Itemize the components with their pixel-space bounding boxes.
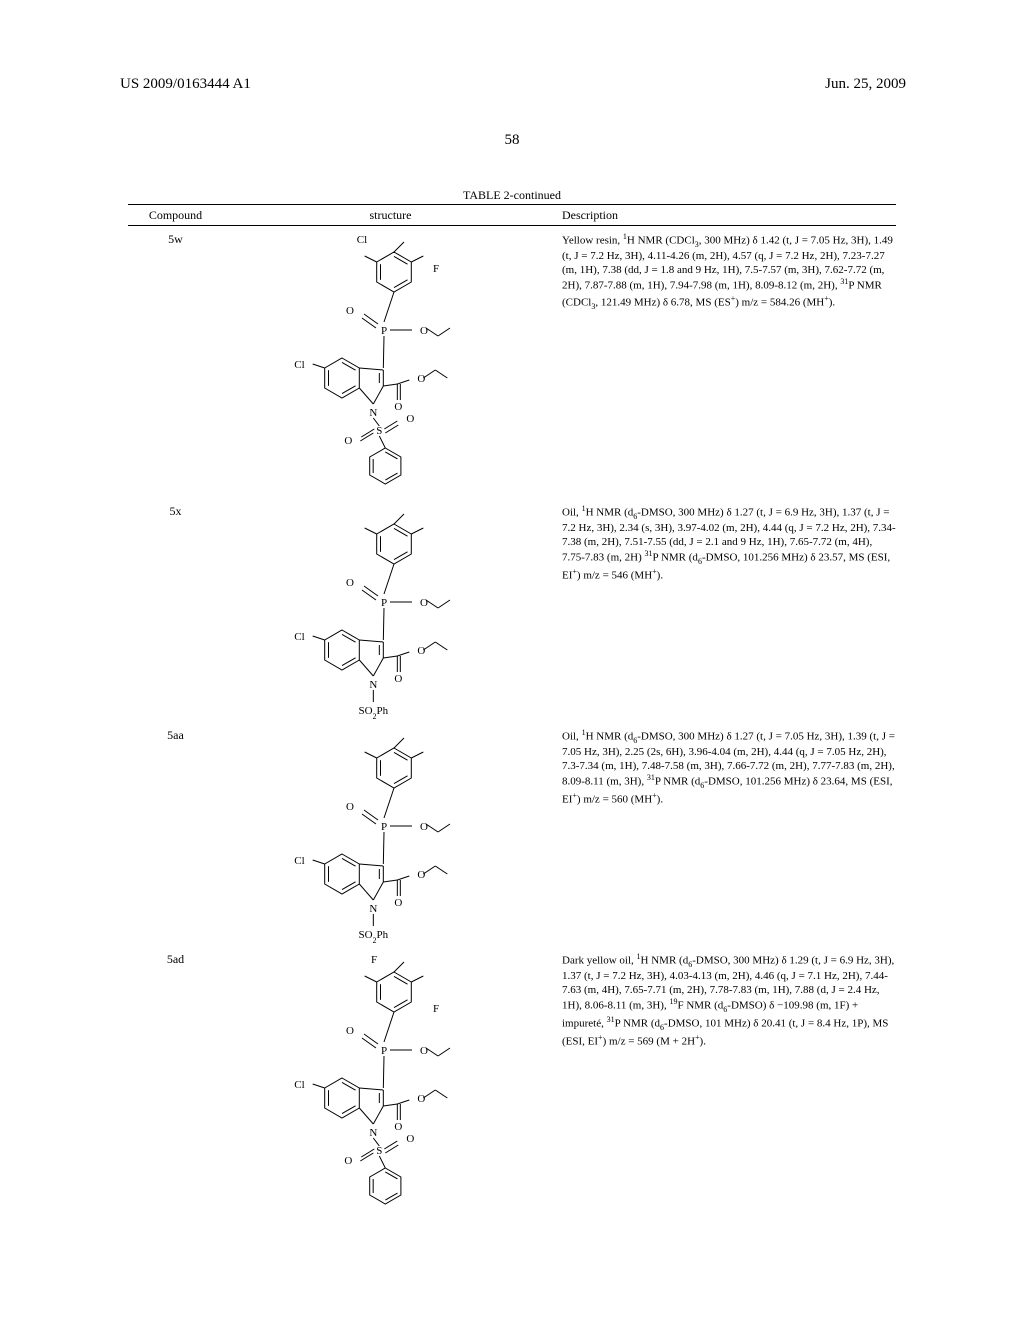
svg-text:O: O: [394, 673, 402, 685]
table-rows: 5wClFPOOClNOOSOOYellow resin, 1H NMR (CD…: [128, 226, 896, 1218]
svg-text:O: O: [420, 821, 428, 833]
svg-text:O: O: [346, 305, 354, 317]
svg-text:P: P: [380, 325, 386, 337]
svg-text:S: S: [376, 1145, 382, 1157]
svg-text:O: O: [394, 1121, 402, 1133]
svg-text:O: O: [417, 1093, 425, 1105]
publication-date: Jun. 25, 2009: [825, 76, 906, 93]
svg-text:Cl: Cl: [294, 1079, 304, 1091]
table-row: 5x P O O Cl N O O SO2Ph Oil, 1H NMR (d6-DMSO, 300…: [128, 498, 896, 722]
svg-text:Cl: Cl: [294, 631, 304, 643]
col-header-structure: structure: [223, 208, 558, 223]
svg-text:O: O: [406, 1133, 414, 1145]
description-cell: Dark yellow oil, 1H NMR (d6-DMSO, 300 MH…: [558, 946, 896, 1049]
compound-id: 5x: [128, 498, 223, 519]
svg-text:N: N: [369, 679, 377, 691]
structure-cell: P O O Cl N O O SO2Ph: [223, 498, 558, 722]
svg-text:O: O: [420, 597, 428, 609]
compound-id: 5aa: [128, 722, 223, 743]
col-header-description: Description: [558, 208, 896, 223]
svg-text:N: N: [369, 407, 377, 419]
svg-text:N: N: [369, 1127, 377, 1139]
page-number: 58: [0, 132, 1024, 149]
svg-text:O: O: [344, 1155, 352, 1167]
svg-text:Cl: Cl: [294, 359, 304, 371]
svg-text:O: O: [420, 325, 428, 337]
table-column-headers: Compound structure Description: [128, 205, 896, 225]
svg-text:O: O: [417, 373, 425, 385]
svg-text:O: O: [346, 801, 354, 813]
svg-text:SO2Ph: SO2Ph: [358, 929, 388, 945]
description-cell: Yellow resin, 1H NMR (CDCl3, 300 MHz) δ …: [558, 226, 896, 312]
svg-text:Cl: Cl: [356, 234, 366, 246]
svg-text:O: O: [346, 1025, 354, 1037]
svg-text:F: F: [432, 1003, 438, 1015]
svg-text:N: N: [369, 903, 377, 915]
svg-text:O: O: [406, 413, 414, 425]
svg-text:O: O: [346, 577, 354, 589]
table-row: 5wClFPOOClNOOSOOYellow resin, 1H NMR (CD…: [128, 226, 896, 498]
col-header-compound: Compound: [128, 208, 223, 223]
compound-id: 5w: [128, 226, 223, 247]
svg-text:O: O: [394, 897, 402, 909]
svg-text:P: P: [380, 1045, 386, 1057]
svg-text:O: O: [394, 401, 402, 413]
svg-text:O: O: [344, 435, 352, 447]
structure-cell: ClFPOOClNOOSOO: [223, 226, 558, 498]
description-cell: Oil, 1H NMR (d6-DMSO, 300 MHz) δ 1.27 (t…: [558, 722, 896, 808]
svg-text:Cl: Cl: [294, 855, 304, 867]
table-row: 5adFFPOOClNOOSOODark yellow oil, 1H NMR …: [128, 946, 896, 1218]
svg-text:P: P: [380, 821, 386, 833]
compound-id: 5ad: [128, 946, 223, 967]
structure-cell: P O O Cl N O O SO2Ph: [223, 722, 558, 946]
page-header: US 2009/0163444 A1 Jun. 25, 2009: [0, 76, 1024, 93]
description-cell: Oil, 1H NMR (d6-DMSO, 300 MHz) δ 1.27 (t…: [558, 498, 896, 584]
svg-text:S: S: [376, 425, 382, 437]
publication-number: US 2009/0163444 A1: [120, 76, 251, 93]
table-caption: TABLE 2-continued: [0, 188, 1024, 203]
structure-cell: FFPOOClNOOSOO: [223, 946, 558, 1218]
svg-text:F: F: [370, 954, 376, 966]
svg-text:O: O: [420, 1045, 428, 1057]
svg-text:O: O: [417, 645, 425, 657]
svg-text:SO2Ph: SO2Ph: [358, 705, 388, 721]
table-row: 5aa P O O Cl N O O SO2Ph Oil, 1H NMR (d6-DMSO, 30…: [128, 722, 896, 946]
table-wrap: Compound structure Description 5wClFPOOC…: [128, 204, 896, 1218]
svg-text:O: O: [417, 869, 425, 881]
svg-text:P: P: [380, 597, 386, 609]
svg-text:F: F: [432, 263, 438, 275]
